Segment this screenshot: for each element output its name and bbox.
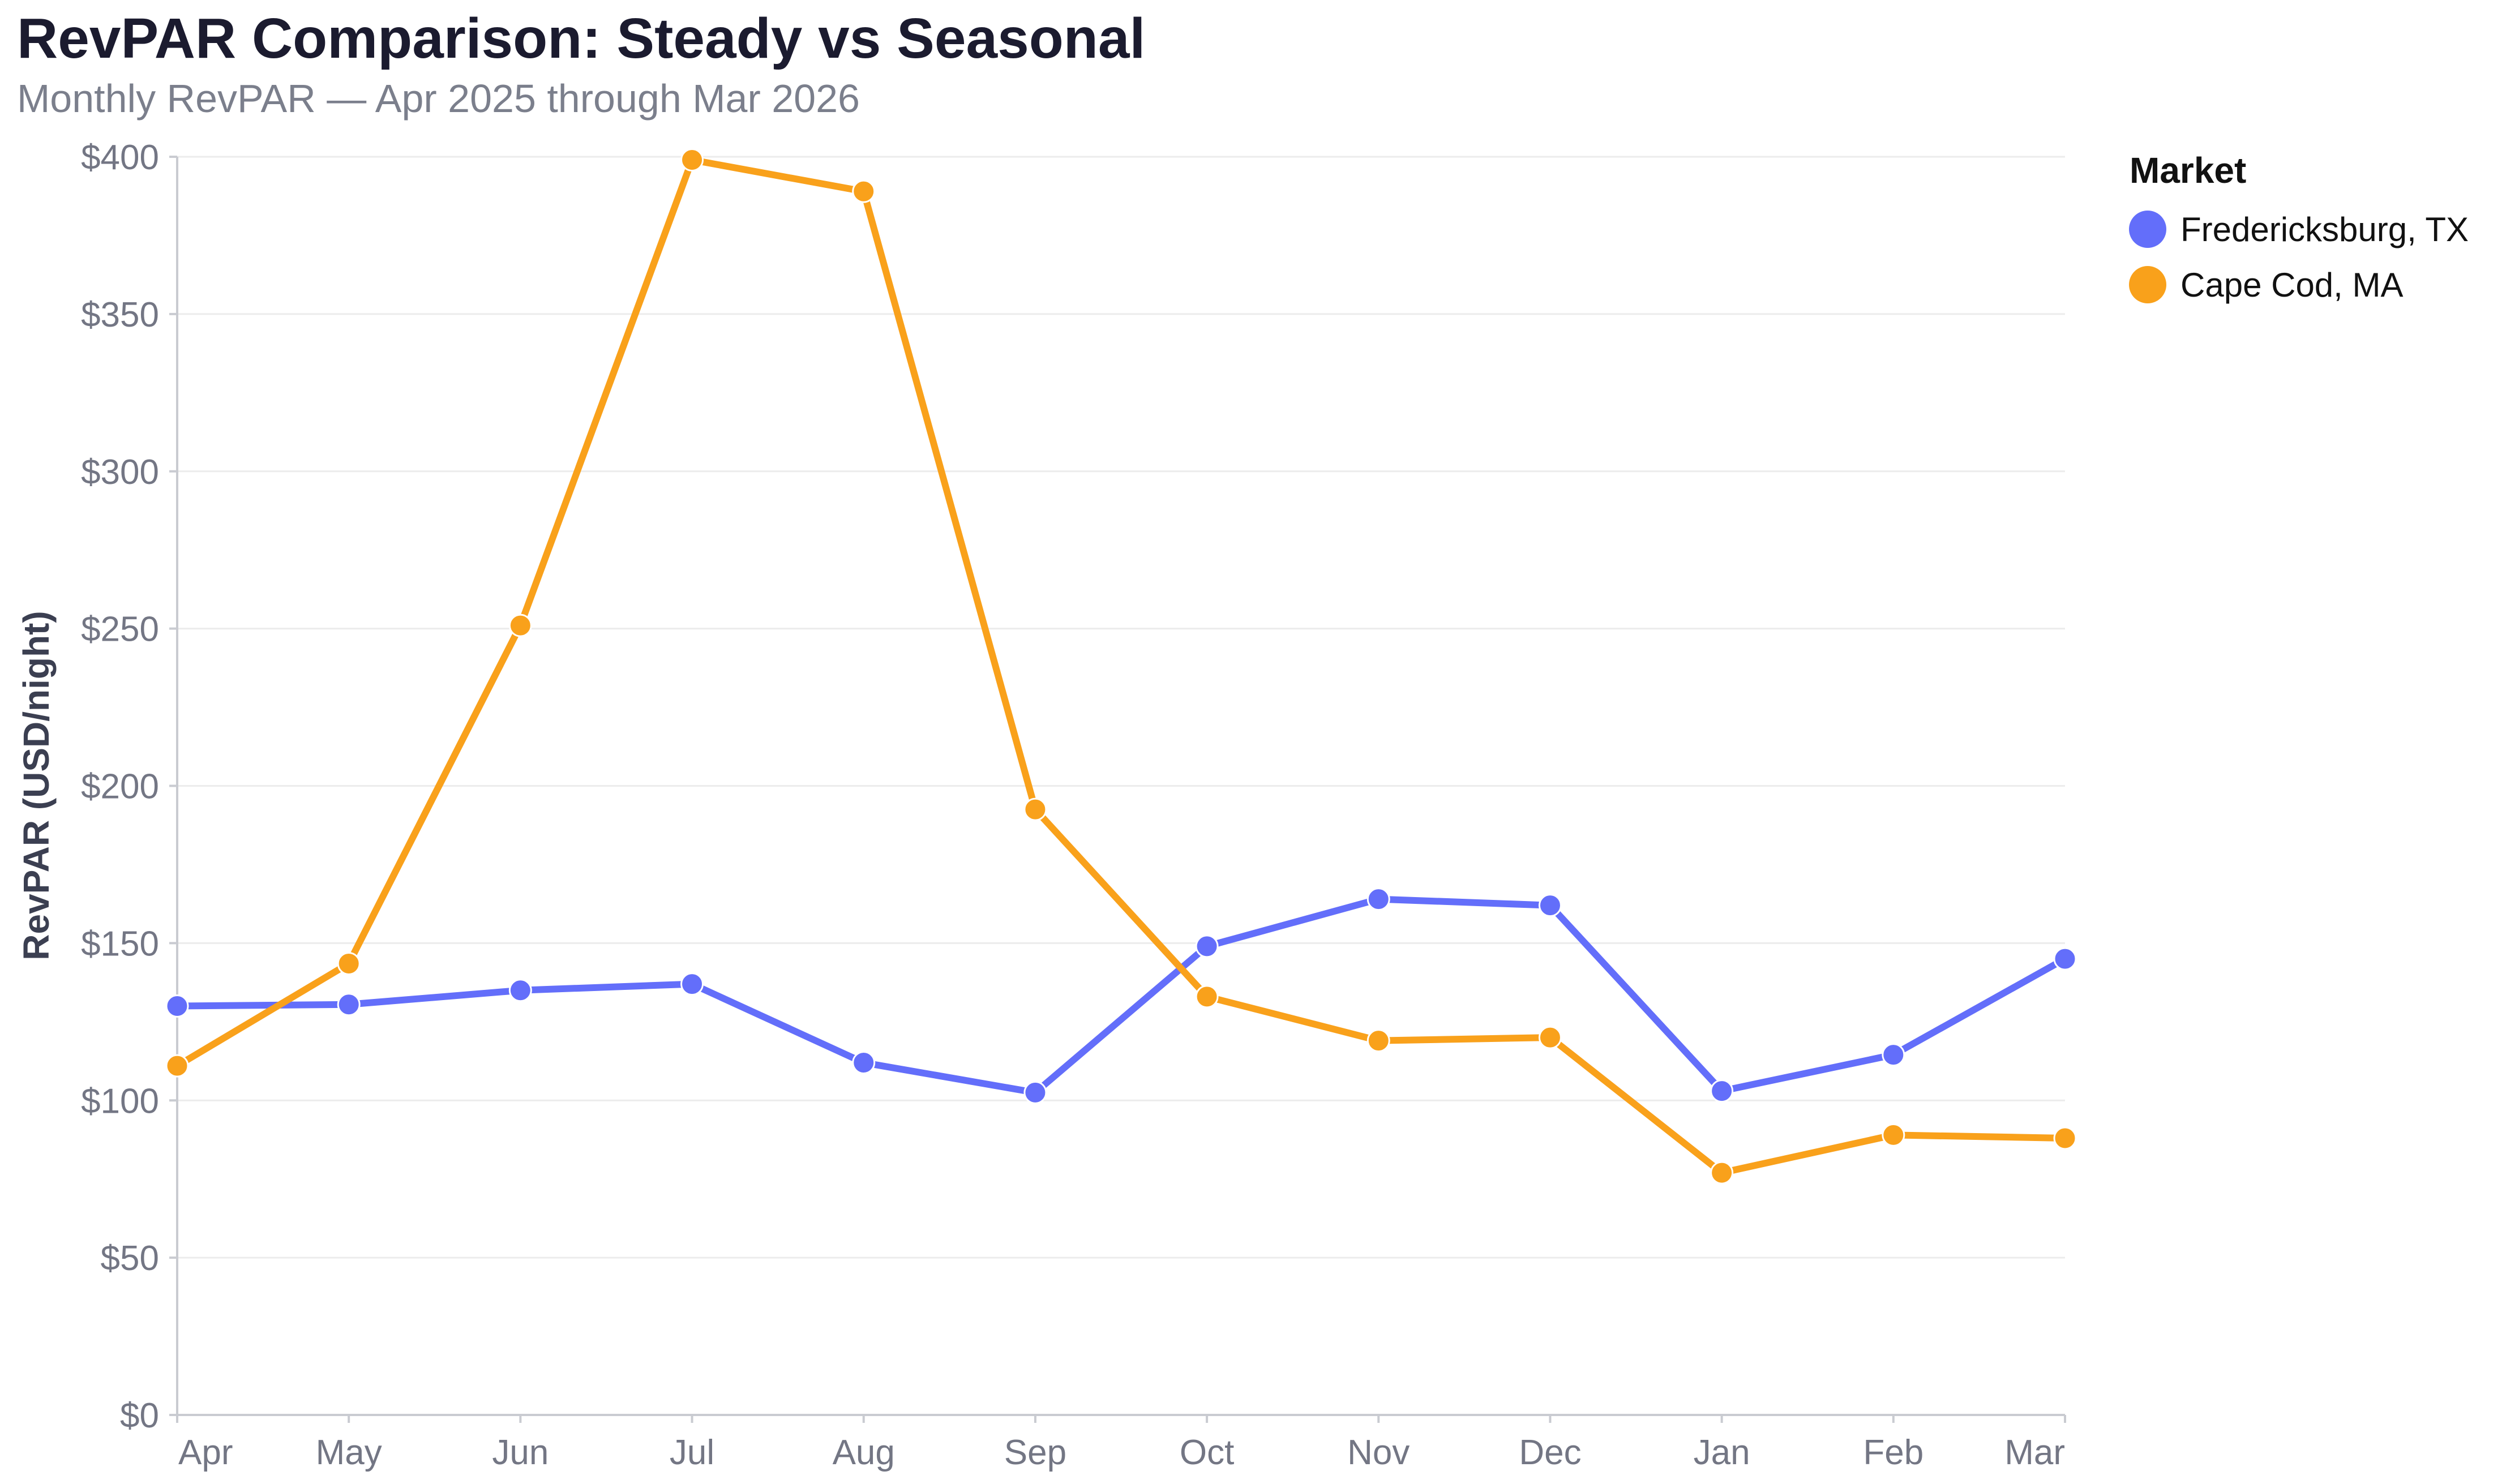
data-point[interactable] [1366,887,1390,911]
y-tick-label: $200 [81,767,159,807]
y-tick-label: $50 [101,1239,159,1278]
x-tick-label: Mar [2004,1433,2065,1472]
legend-marker [2129,211,2166,248]
x-tick-labels: Apr May Jun Jul Aug Sep Oct Nov Dec Jan Feb Mar [176,1415,2066,1472]
y-tick-label: $350 [81,295,159,334]
series-0 [165,887,2077,1104]
data-point[interactable] [1882,1123,1905,1147]
y-tick-label: $400 [81,138,159,177]
x-tick-label: Dec [1519,1433,1581,1472]
legend: Market Fredericksburg, TX Cape Cod, MA [2129,150,2469,304]
y-tick-label: $150 [81,924,159,963]
legend-item[interactable]: Fredericksburg, TX [2129,211,2469,248]
legend-label: Fredericksburg, TX [2180,211,2469,248]
data-point[interactable] [2053,1126,2077,1150]
data-point[interactable] [337,993,361,1017]
series-1 [165,148,2077,1185]
data-point[interactable] [852,1051,876,1075]
chart-title: RevPAR Comparison: Steady vs Seasonal [17,7,1145,70]
data-point[interactable] [337,951,361,975]
x-tick-label: Sep [1004,1433,1066,1472]
x-tick-label: Aug [833,1433,895,1472]
data-point[interactable] [1710,1079,1734,1103]
data-point[interactable] [1538,1026,1562,1049]
x-tick-label: Jan [1694,1433,1750,1472]
legend-title: Market [2130,150,2246,191]
data-point[interactable] [2053,947,2077,971]
data-point[interactable] [1195,934,1219,958]
series-line [174,895,2068,1096]
data-point[interactable] [852,179,876,203]
gridlines [177,156,2065,1259]
data-point[interactable] [680,148,704,172]
data-point[interactable] [1710,1161,1734,1185]
data-point[interactable] [1882,1043,1905,1067]
y-tick-label: $100 [81,1082,159,1121]
data-point[interactable] [1023,1080,1047,1104]
x-tick-label: Feb [1863,1433,1923,1472]
data-point[interactable] [508,979,532,1002]
y-tick-label: $250 [81,610,159,649]
legend-item[interactable]: Cape Cod, MA [2129,266,2404,304]
x-tick-label: Jul [670,1433,714,1472]
x-tick-label: Jun [492,1433,549,1472]
series-lines [165,148,2077,1185]
data-point[interactable] [1366,1029,1390,1053]
x-tick-label: Apr [178,1433,233,1472]
data-point[interactable] [508,614,532,637]
legend-label: Cape Cod, MA [2180,266,2404,304]
series-line [174,156,2068,1177]
data-point[interactable] [1195,985,1219,1009]
y-axis-title: RevPAR (USD/night) [16,611,57,960]
y-tick-labels: $0 $50 $100 $150 $200 $250 $300 $350 $400 [81,138,177,1435]
y-tick-label: $300 [81,453,159,492]
x-tick-label: Oct [1180,1433,1234,1472]
data-point[interactable] [680,972,704,996]
chart-subtitle: Monthly RevPAR — Apr 2025 through Mar 20… [17,76,860,121]
y-tick-label: $0 [120,1396,159,1435]
data-point[interactable] [165,994,189,1018]
data-point[interactable] [1023,797,1047,821]
x-tick-label: May [316,1433,382,1472]
data-point[interactable] [165,1054,189,1078]
legend-marker [2129,266,2166,303]
data-point[interactable] [1538,894,1562,917]
x-tick-label: Nov [1347,1433,1410,1472]
